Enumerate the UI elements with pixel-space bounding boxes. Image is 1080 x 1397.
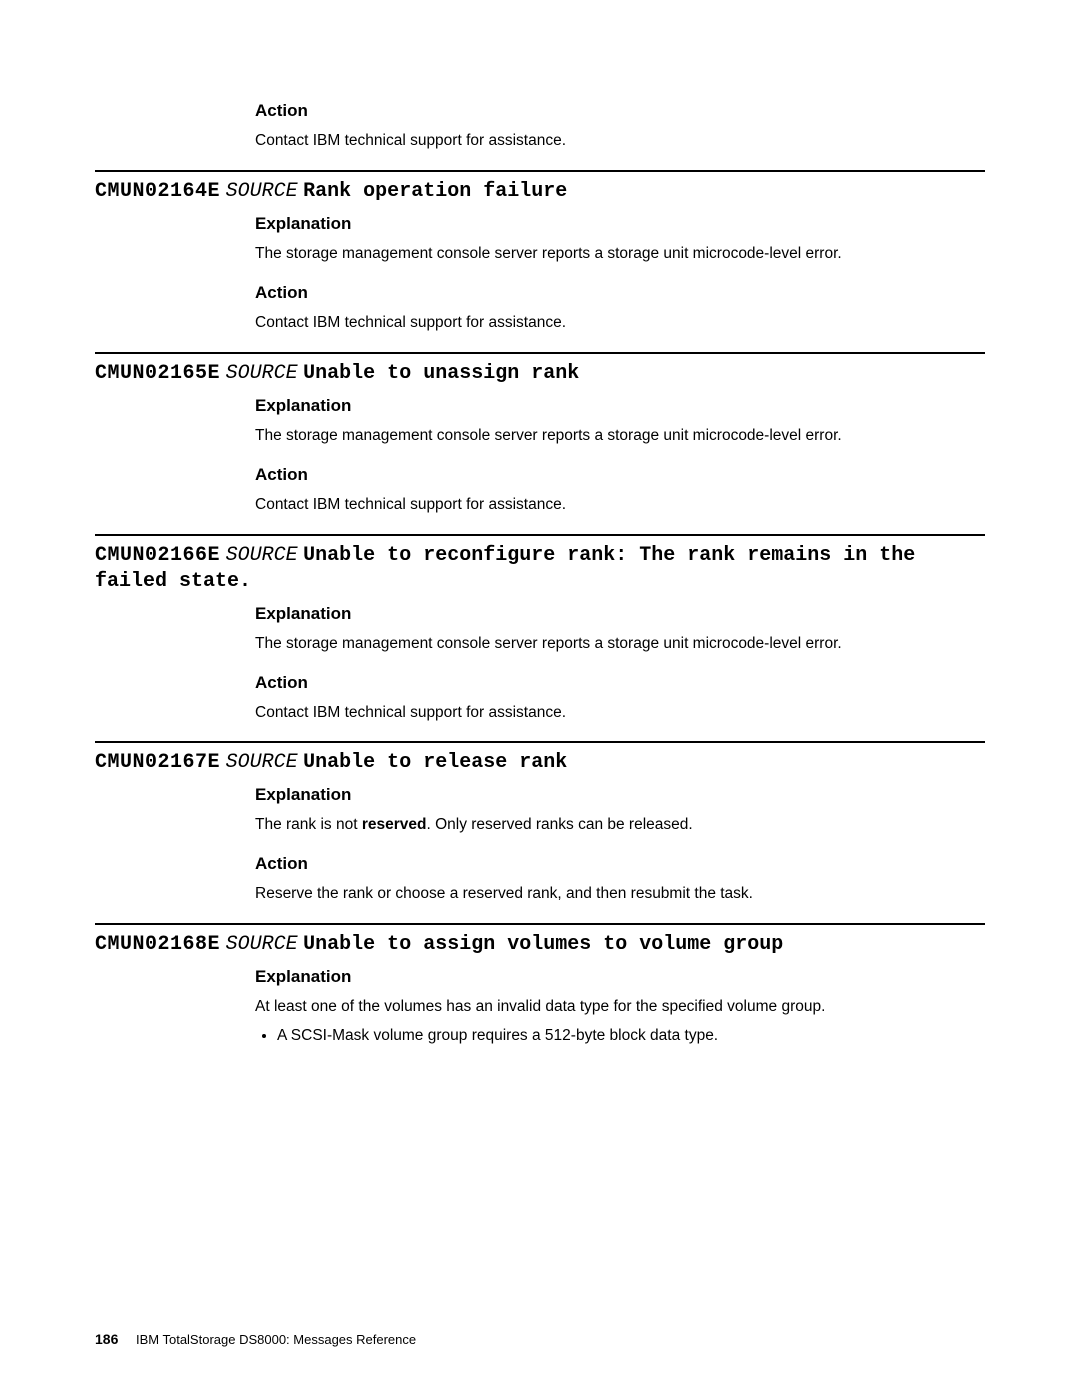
explanation-heading: Explanation — [255, 396, 985, 416]
page-footer: 186 IBM TotalStorage DS8000: Messages Re… — [95, 1331, 416, 1347]
message-body: Explanation At least one of the volumes … — [255, 967, 985, 1047]
message-title: CMUN02166E SOURCE Unable to reconfigure … — [95, 542, 985, 594]
action-heading: Action — [255, 854, 985, 874]
message-body: Explanation The rank is not reserved. On… — [255, 785, 985, 905]
explanation-text: The storage management console server re… — [255, 634, 985, 655]
action-heading: Action — [255, 283, 985, 303]
message-title: CMUN02165E SOURCE Unable to unassign ran… — [95, 360, 985, 386]
book-title: IBM TotalStorage DS8000: Messages Refere… — [136, 1332, 416, 1347]
explanation-text: At least one of the volumes has an inval… — [255, 997, 985, 1018]
message-text: Rank operation failure — [303, 180, 567, 203]
rule — [95, 923, 985, 925]
message-code: CMUN02166E — [95, 544, 220, 567]
message-source: SOURCE — [226, 933, 298, 956]
message-code: CMUN02164E — [95, 180, 220, 203]
intro-block: Action Contact IBM technical support for… — [255, 101, 985, 152]
message-source: SOURCE — [226, 180, 298, 203]
message-title: CMUN02168E SOURCE Unable to assign volum… — [95, 931, 985, 957]
explanation-bullets: A SCSI-Mask volume group requires a 512-… — [277, 1026, 985, 1047]
message-source: SOURCE — [226, 544, 298, 567]
message-text: Unable to assign volumes to volume group — [303, 933, 783, 956]
message-body: Explanation The storage management conso… — [255, 396, 985, 516]
message-title: CMUN02164E SOURCE Rank operation failure — [95, 178, 985, 204]
rule — [95, 741, 985, 743]
intro-action-text: Contact IBM technical support for assist… — [255, 131, 985, 152]
explanation-bold: reserved — [362, 816, 427, 833]
explanation-heading: Explanation — [255, 785, 985, 805]
explanation-heading: Explanation — [255, 967, 985, 987]
message-code: CMUN02167E — [95, 751, 220, 774]
explanation-text: The rank is not reserved. Only reserved … — [255, 815, 985, 836]
action-text: Reserve the rank or choose a reserved ra… — [255, 884, 985, 905]
intro-action-heading: Action — [255, 101, 985, 121]
message-title: CMUN02167E SOURCE Unable to release rank — [95, 749, 985, 775]
action-heading: Action — [255, 465, 985, 485]
action-heading: Action — [255, 673, 985, 693]
message-source: SOURCE — [226, 362, 298, 385]
action-text: Contact IBM technical support for assist… — [255, 495, 985, 516]
message-body: Explanation The storage management conso… — [255, 604, 985, 724]
message-body: Explanation The storage management conso… — [255, 214, 985, 334]
message-text: Unable to release rank — [303, 751, 567, 774]
message-code: CMUN02168E — [95, 933, 220, 956]
page-number: 186 — [95, 1331, 118, 1347]
action-text: Contact IBM technical support for assist… — [255, 703, 985, 724]
rule — [95, 352, 985, 354]
explanation-bullet: A SCSI-Mask volume group requires a 512-… — [277, 1026, 985, 1047]
rule — [95, 170, 985, 172]
explanation-pre: The rank is not — [255, 816, 362, 833]
rule — [95, 534, 985, 536]
message-source: SOURCE — [226, 751, 298, 774]
message-code: CMUN02165E — [95, 362, 220, 385]
explanation-heading: Explanation — [255, 604, 985, 624]
message-text: Unable to unassign rank — [303, 362, 579, 385]
action-text: Contact IBM technical support for assist… — [255, 313, 985, 334]
explanation-heading: Explanation — [255, 214, 985, 234]
explanation-text: The storage management console server re… — [255, 426, 985, 447]
explanation-post: . Only reserved ranks can be released. — [426, 816, 692, 833]
explanation-text: The storage management console server re… — [255, 244, 985, 265]
